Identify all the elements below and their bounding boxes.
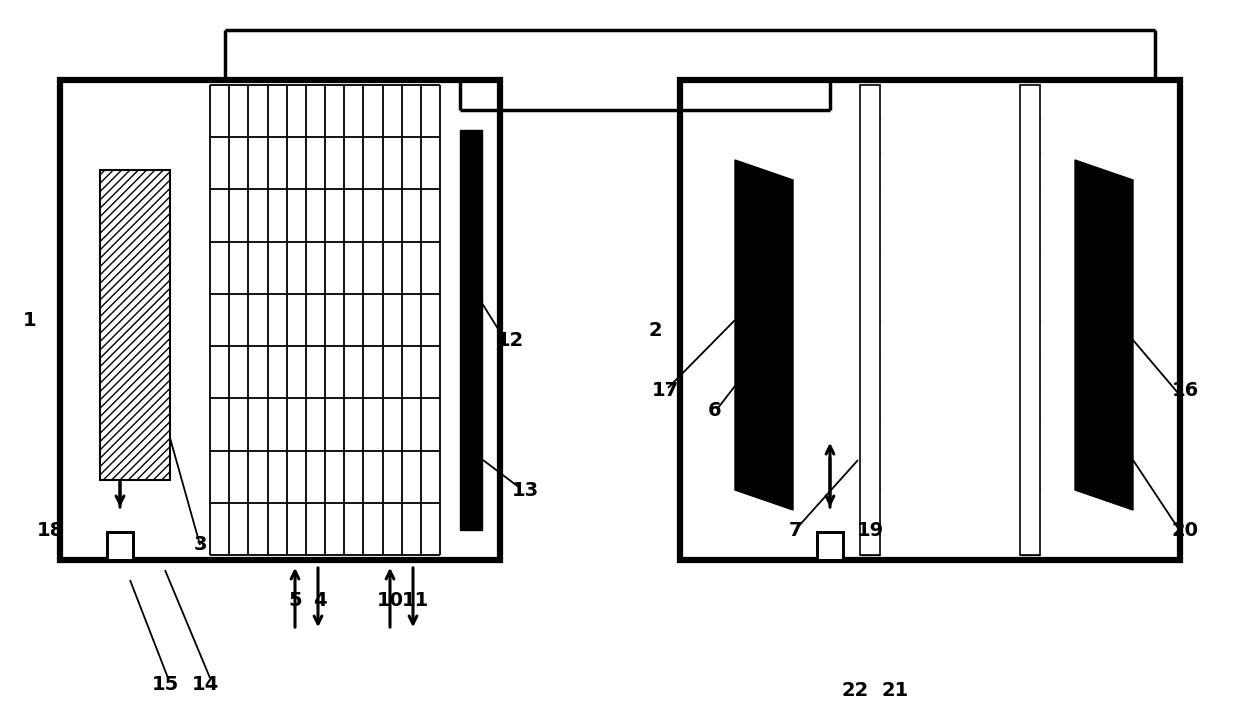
Text: 1: 1 <box>24 311 37 329</box>
Text: 18: 18 <box>36 521 63 539</box>
Text: 16: 16 <box>1172 380 1199 400</box>
Polygon shape <box>1075 160 1133 510</box>
Bar <box>861 85 880 555</box>
Bar <box>460 130 482 530</box>
Text: 15: 15 <box>151 675 179 695</box>
Text: 20: 20 <box>1172 521 1199 539</box>
Text: 14: 14 <box>191 675 218 695</box>
Text: 22: 22 <box>842 680 869 700</box>
Text: 13: 13 <box>511 480 538 500</box>
Text: 17: 17 <box>651 380 678 400</box>
Text: 6: 6 <box>708 400 722 419</box>
Text: 11: 11 <box>402 590 429 610</box>
Text: 5: 5 <box>288 590 301 610</box>
Bar <box>680 80 1180 560</box>
Text: 2: 2 <box>649 321 662 339</box>
Bar <box>817 532 843 560</box>
Bar <box>817 532 843 560</box>
Text: 4: 4 <box>314 590 327 610</box>
Bar <box>107 532 133 560</box>
Text: 3: 3 <box>193 536 207 554</box>
Bar <box>107 532 133 560</box>
Bar <box>1021 85 1040 555</box>
Text: 12: 12 <box>496 331 523 349</box>
Text: 7: 7 <box>789 521 802 539</box>
Text: 21: 21 <box>882 680 909 700</box>
Bar <box>100 170 170 480</box>
Text: 10: 10 <box>377 590 403 610</box>
Polygon shape <box>735 160 794 510</box>
Bar <box>60 80 500 560</box>
Text: 19: 19 <box>857 521 884 539</box>
